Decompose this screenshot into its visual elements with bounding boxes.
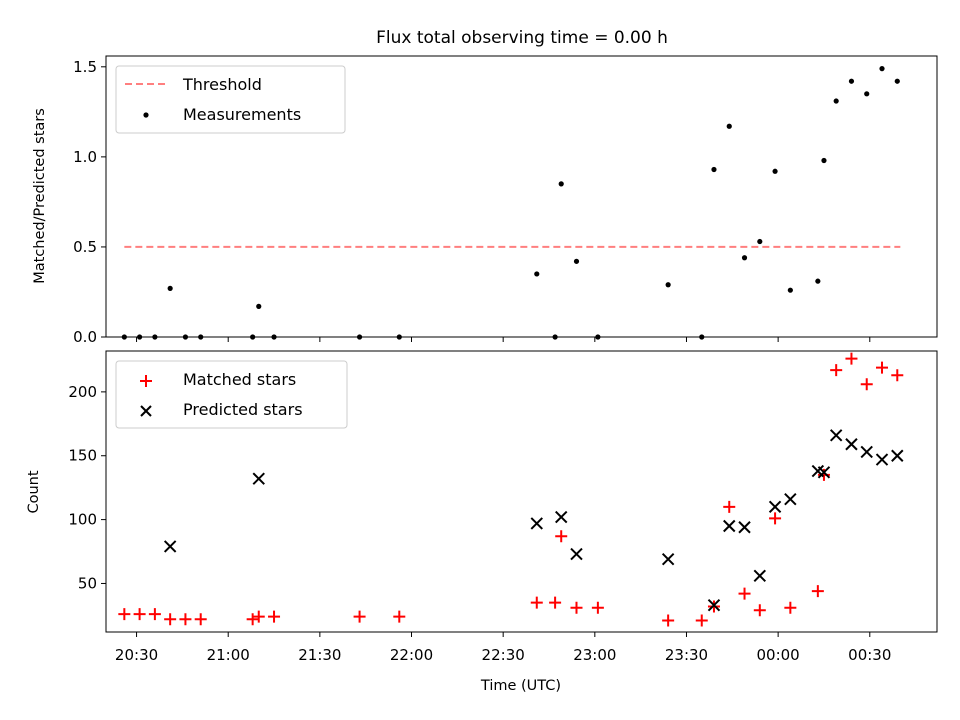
x-axis-label: Time (UTC) [480,678,561,694]
predicted-legend-label: Predicted stars [183,400,303,419]
predicted-stars-point [846,439,857,450]
measurement-point [256,304,261,309]
matched-stars-point [662,615,674,627]
predicted-stars-point [877,454,888,465]
measurement-point [742,255,747,260]
threshold-legend-label: Threshold [182,75,262,94]
y-tick-label: 100 [68,511,97,529]
matched-stars-point [268,611,280,623]
measurement-point [559,181,564,186]
predicted-stars-point [785,494,796,505]
measurement-point [772,169,777,174]
measurement-point [864,91,869,96]
matched-stars-point [164,613,176,625]
matched-stars-point [531,597,543,609]
measurement-point [821,158,826,163]
matched-stars-point [555,530,567,542]
matched-stars-point [812,585,824,597]
bottom-y-axis-label: Count [26,470,42,513]
measurement-point [666,282,671,287]
measurement-point [788,288,793,293]
x-tick-label: 22:30 [482,646,525,664]
predicted-stars-point [531,518,542,529]
measurement-point [879,66,884,71]
predicted-stars-point [556,512,567,523]
measurement-point [168,286,173,291]
matched-stars-point [253,611,265,623]
matched-stars-point [354,611,366,623]
x-tick-label: 20:30 [115,646,158,664]
matched-stars-point [830,364,842,376]
matched-stars-point [696,615,708,627]
matched-stars-point [247,613,259,625]
matched-stars-point [134,608,146,620]
predicted-stars-point [571,549,582,560]
x-tick-label: 23:30 [665,646,708,664]
top-legend: Threshold Measurements [116,66,345,133]
matched-stars-point [179,613,191,625]
matched-stars-point [891,369,903,381]
matched-stars-point [818,469,830,481]
measurements-legend-swatch [143,112,148,117]
x-tick-label: 21:00 [207,646,250,664]
measurement-point [895,79,900,84]
bottom-legend: Matched stars Predicted stars [116,361,347,428]
y-tick-label: 1.0 [73,148,97,166]
x-tick-label: 00:00 [757,646,800,664]
y-tick-label: 200 [68,383,97,401]
matched-stars-point [845,353,857,365]
measurement-point [834,98,839,103]
chart-title: Flux total observing time = 0.00 h [376,28,668,48]
y-tick-label: 150 [68,447,97,465]
matched-stars-point [118,608,130,620]
measurement-point [534,271,539,276]
predicted-stars-point [770,501,781,512]
matched-stars-point [784,602,796,614]
series-predicted-stars [165,430,903,611]
x-tick-label: 00:30 [848,646,891,664]
bottom-panel: 50 100 150 200 20:30 21:00 21:30 22:00 22:30 23:0… [26,351,937,694]
matched-stars-point [723,501,735,513]
measurement-point [815,279,820,284]
predicted-stars-point [663,554,674,565]
matched-stars-point [754,604,766,616]
matched-legend-label: Matched stars [183,370,296,389]
matched-stars-point [861,378,873,390]
matched-stars-point [393,611,405,623]
predicted-stars-point [165,541,176,552]
y-tick-label: 1.5 [73,58,97,76]
matched-stars-point [876,362,888,374]
measurements-legend-label: Measurements [183,105,301,124]
predicted-stars-point [739,522,750,533]
matched-stars-point [195,613,207,625]
y-tick-label: 0.0 [73,328,97,346]
matched-stars-point [549,597,561,609]
y-tick-label: 50 [78,574,97,592]
predicted-stars-point [724,520,735,531]
measurement-point [849,79,854,84]
matched-stars-point [769,512,781,524]
x-tick-label: 23:00 [573,646,616,664]
measurement-point [574,259,579,264]
top-y-axis-label: Matched/Predicted stars [32,108,48,284]
top-panel: 0.0 0.5 1.0 1.5 Matched/Predicted stars Thr… [32,56,937,346]
measurement-point [727,124,732,129]
matched-stars-point [149,608,161,620]
y-tick-label: 0.5 [73,238,97,256]
predicted-stars-point [253,473,264,484]
matched-stars-point [592,602,604,614]
predicted-stars-point [861,446,872,457]
measurement-point [711,167,716,172]
matched-stars-point [570,602,582,614]
predicted-stars-point [754,570,765,581]
x-tick-label: 21:30 [298,646,341,664]
predicted-stars-point [892,450,903,461]
x-tick-label: 22:00 [390,646,433,664]
predicted-stars-point [831,430,842,441]
measurement-point [757,239,762,244]
matched-stars-point [739,588,751,600]
